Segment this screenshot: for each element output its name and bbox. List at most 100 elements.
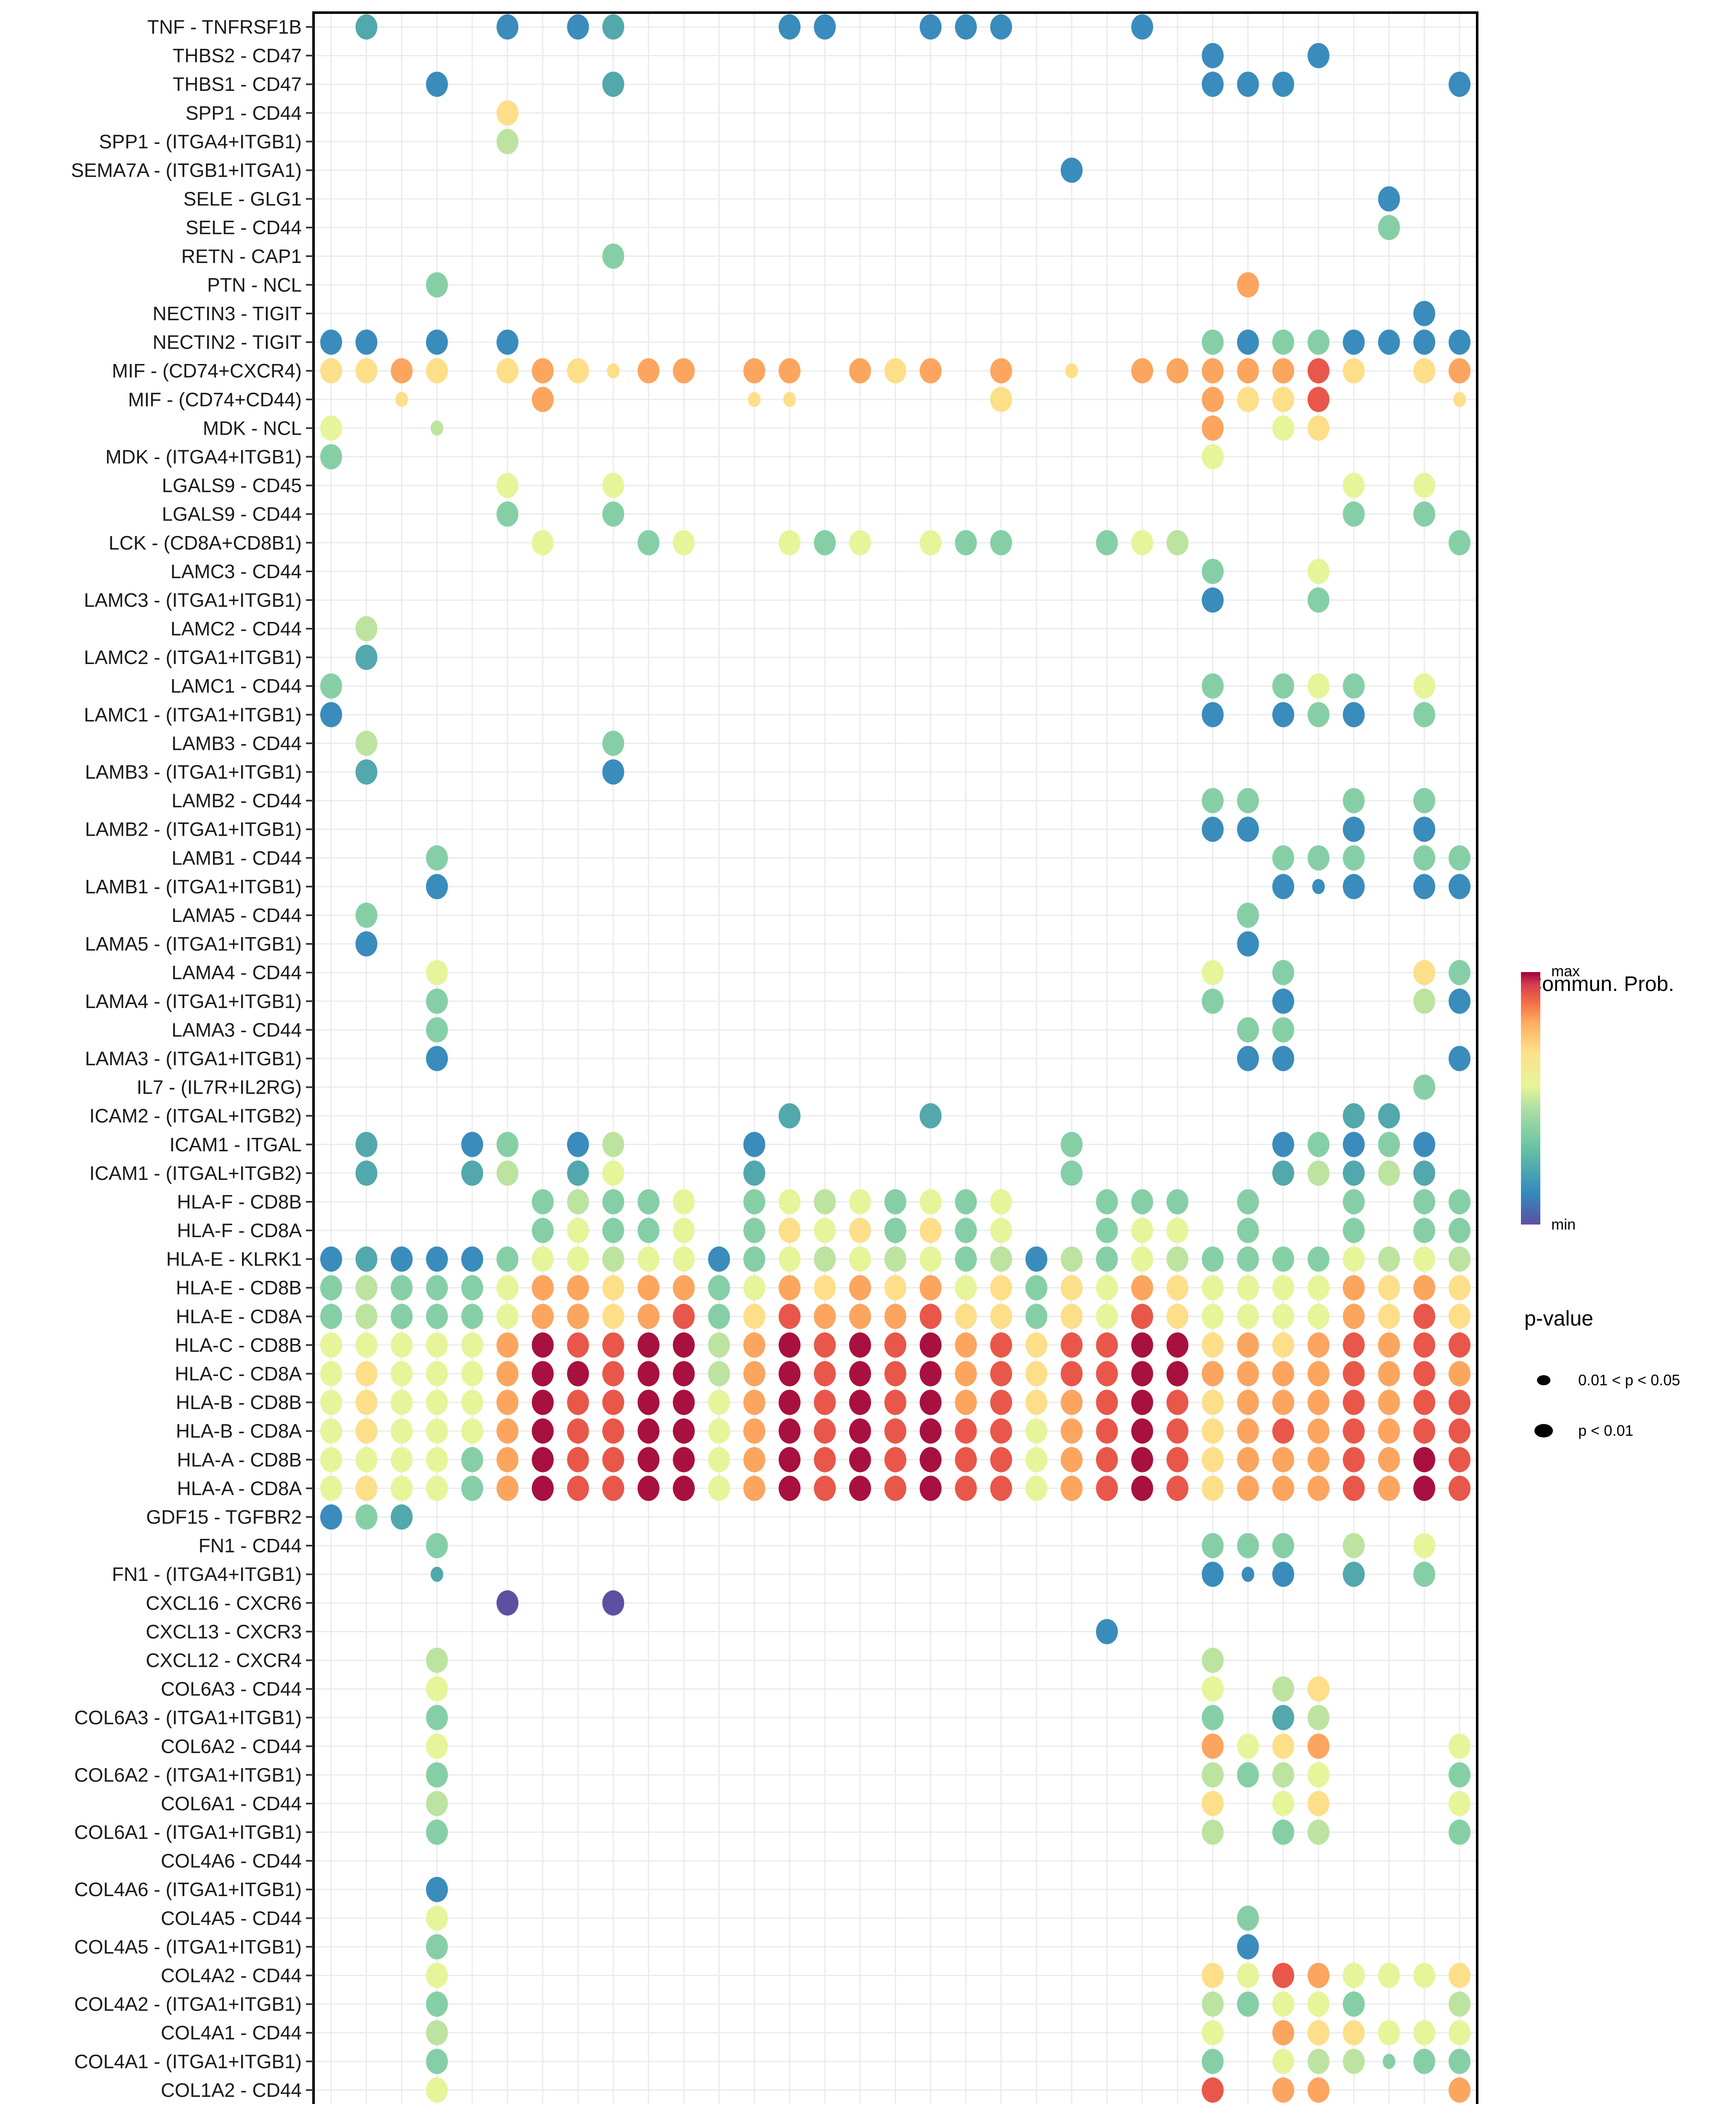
dot-significant-p01 bbox=[849, 1418, 871, 1444]
dot-significant-p05 bbox=[395, 392, 408, 407]
dot-significant-p01 bbox=[1061, 1418, 1083, 1444]
dot-significant-p01 bbox=[1378, 186, 1400, 212]
dot-significant-p01 bbox=[673, 1304, 695, 1329]
dot-significant-p01 bbox=[1413, 1533, 1436, 1559]
dot-significant-p01 bbox=[496, 1160, 518, 1186]
y-tick-label: RETN - CAP1 bbox=[181, 245, 302, 267]
color-legend-title: Commun. Prob. bbox=[1527, 972, 1674, 996]
y-tick-label: COL6A1 - (ITGA1+ITGB1) bbox=[74, 1821, 302, 1843]
dot-significant-p01 bbox=[355, 1332, 378, 1358]
dot-significant-p01 bbox=[426, 1275, 448, 1301]
dot-significant-p01 bbox=[532, 1304, 554, 1329]
dot-significant-p01 bbox=[1202, 1361, 1224, 1387]
dot-significant-p01 bbox=[1272, 1275, 1295, 1301]
dot-significant-p01 bbox=[426, 1418, 448, 1444]
dot-significant-p01 bbox=[1272, 1963, 1295, 1988]
dot-significant-p01 bbox=[1237, 1447, 1259, 1472]
dot-significant-p01 bbox=[779, 1361, 801, 1387]
y-tick-label: SEMA7A - (ITGB1+ITGA1) bbox=[71, 159, 302, 181]
dot-significant-p01 bbox=[779, 1246, 801, 1272]
dot-significant-p05 bbox=[431, 1567, 444, 1582]
dot-significant-p01 bbox=[849, 358, 871, 384]
y-tick-label: HLA-C - CD8A bbox=[175, 1363, 302, 1385]
dot-significant-p01 bbox=[461, 1475, 484, 1501]
dot-significant-p01 bbox=[1166, 530, 1188, 555]
dot-significant-p01 bbox=[426, 1991, 448, 2017]
y-axis: TNF - TNFRSF1B THBS2 - CD47 THBS1 - CD47 SP… bbox=[71, 16, 314, 2101]
dot-significant-p01 bbox=[990, 387, 1012, 412]
dot-significant-p01 bbox=[1449, 988, 1471, 1014]
dot-significant-p01 bbox=[1307, 1991, 1329, 2017]
dot-significant-p01 bbox=[1378, 1160, 1400, 1186]
dot-significant-p01 bbox=[1096, 1304, 1118, 1329]
dot-significant-p01 bbox=[1202, 1762, 1224, 1788]
colorbar bbox=[1521, 972, 1540, 1225]
dot-significant-p01 bbox=[496, 473, 518, 498]
y-tick-label: FN1 - CD44 bbox=[199, 1535, 302, 1557]
dot-significant-p01 bbox=[1272, 358, 1295, 384]
dot-significant-p01 bbox=[1237, 1046, 1259, 1071]
dot-significant-p01 bbox=[1413, 1475, 1436, 1501]
dot-significant-p01 bbox=[1061, 1160, 1083, 1186]
dot-significant-p01 bbox=[602, 1332, 625, 1358]
dot-significant-p01 bbox=[567, 1218, 589, 1243]
dot-significant-p01 bbox=[708, 1246, 730, 1272]
dot-significant-p01 bbox=[1378, 1361, 1400, 1387]
dot-significant-p01 bbox=[1449, 1991, 1471, 2017]
dot-significant-p01 bbox=[1378, 1418, 1400, 1444]
dot-significant-p01 bbox=[496, 100, 518, 126]
dot-significant-p01 bbox=[1237, 931, 1259, 957]
y-tick-label: HLA-E - CD8B bbox=[176, 1277, 302, 1299]
dot-significant-p01 bbox=[1449, 1189, 1471, 1214]
dot-significant-p01 bbox=[426, 329, 448, 355]
dot-significant-p01 bbox=[849, 1275, 871, 1301]
dot-significant-p01 bbox=[426, 988, 448, 1014]
dot-significant-p01 bbox=[320, 702, 342, 728]
dot-significant-p01 bbox=[1202, 1275, 1224, 1301]
dot-significant-p01 bbox=[1343, 1418, 1365, 1444]
dot-significant-p01 bbox=[743, 1246, 766, 1272]
dot-significant-p01 bbox=[1237, 358, 1259, 384]
dot-significant-p01 bbox=[1413, 473, 1436, 498]
dot-significant-p01 bbox=[426, 272, 448, 298]
y-tick-label: MIF - (CD74+CXCR4) bbox=[112, 360, 302, 382]
dot-significant-p01 bbox=[1025, 1418, 1047, 1444]
dot-significant-p01 bbox=[1272, 1132, 1295, 1157]
dot-significant-p01 bbox=[532, 1418, 554, 1444]
dot-significant-p01 bbox=[1025, 1246, 1047, 1272]
dot-significant-p01 bbox=[779, 1275, 801, 1301]
dot-significant-p01 bbox=[1025, 1361, 1047, 1387]
dot-significant-p01 bbox=[990, 1418, 1012, 1444]
dot-significant-p01 bbox=[391, 1504, 413, 1530]
dot-significant-p01 bbox=[567, 1275, 589, 1301]
dot-significant-p01 bbox=[1237, 1332, 1259, 1358]
dot-significant-p01 bbox=[955, 1246, 977, 1272]
dot-significant-p01 bbox=[496, 1418, 518, 1444]
dot-significant-p01 bbox=[391, 1332, 413, 1358]
dot-significant-p01 bbox=[1061, 1332, 1083, 1358]
dot-significant-p01 bbox=[1131, 1332, 1154, 1358]
dot-significant-p01 bbox=[1378, 215, 1400, 240]
y-tick-label: LAMC3 - CD44 bbox=[170, 561, 302, 582]
dot-significant-p01 bbox=[1378, 1304, 1400, 1329]
dot-significant-p01 bbox=[1131, 358, 1154, 384]
dot-significant-p01 bbox=[955, 1332, 977, 1358]
dot-significant-p01 bbox=[1343, 1103, 1365, 1129]
dot-significant-p01 bbox=[1343, 816, 1365, 842]
y-tick-label: HLA-B - CD8B bbox=[176, 1392, 302, 1413]
dot-significant-p01 bbox=[1202, 1733, 1224, 1759]
dot-significant-p01 bbox=[391, 1447, 413, 1472]
dot-significant-p01 bbox=[637, 1332, 659, 1358]
dot-significant-p01 bbox=[1166, 358, 1188, 384]
dot-significant-p01 bbox=[990, 1389, 1012, 1415]
dot-significant-p01 bbox=[673, 1418, 695, 1444]
dot-significant-p01 bbox=[673, 1246, 695, 1272]
dot-significant-p01 bbox=[496, 1447, 518, 1472]
dot-significant-p01 bbox=[637, 1361, 659, 1387]
dot-significant-p01 bbox=[1307, 1246, 1329, 1272]
dot-significant-p01 bbox=[532, 1218, 554, 1243]
dot-significant-p01 bbox=[496, 1246, 518, 1272]
dot-significant-p05 bbox=[748, 392, 761, 407]
dot-significant-p01 bbox=[1307, 2020, 1329, 2046]
dot-significant-p01 bbox=[1202, 1389, 1224, 1415]
